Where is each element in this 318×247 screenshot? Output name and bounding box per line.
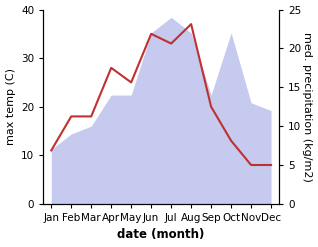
X-axis label: date (month): date (month) [117,228,205,242]
Y-axis label: med. precipitation (kg/m2): med. precipitation (kg/m2) [302,32,313,182]
Y-axis label: max temp (C): max temp (C) [5,68,16,145]
